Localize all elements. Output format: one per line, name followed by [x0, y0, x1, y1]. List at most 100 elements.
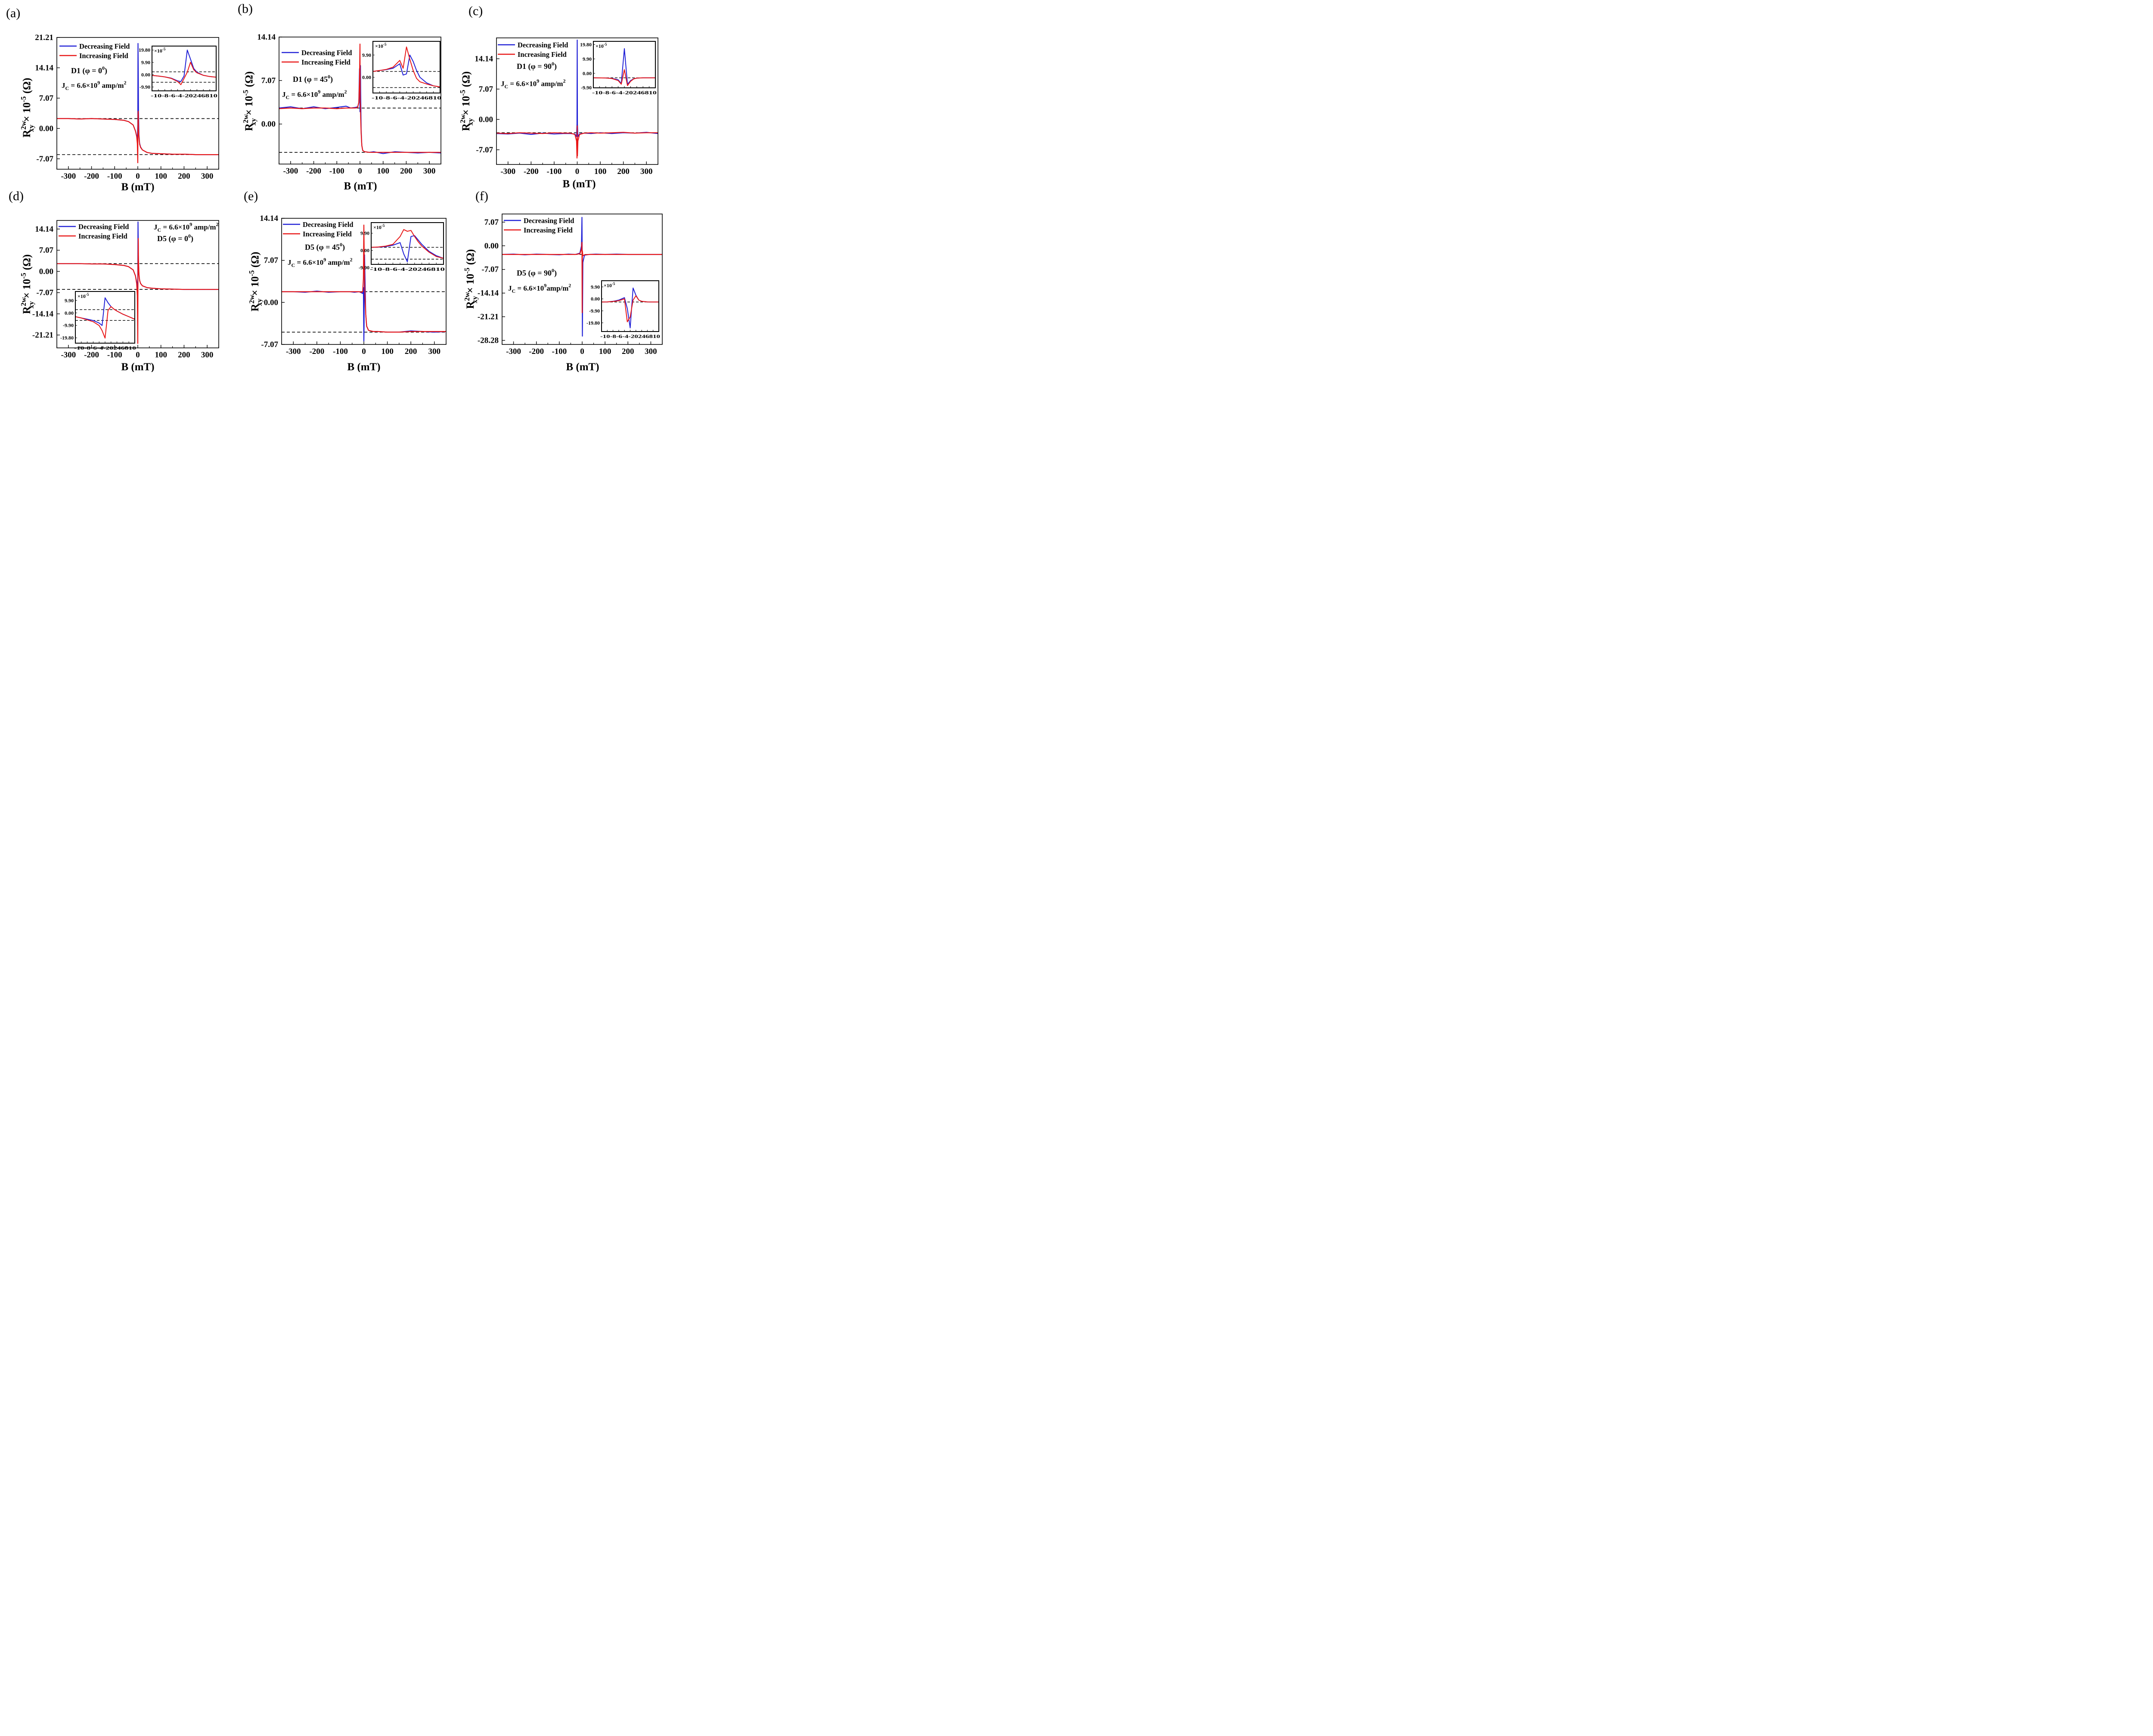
y-tick-label: -7.07	[36, 288, 53, 298]
inset-y-tick-label: 19.80	[139, 47, 150, 53]
jc-unit: amp/m	[320, 90, 344, 99]
inset-series-group	[593, 48, 655, 86]
inset-exp-sup: -5	[86, 292, 89, 297]
ylabel-sup: 2w	[463, 292, 471, 301]
series-group	[57, 221, 219, 344]
inset-chart: -10-8-6-4-20246810-9.90 0.00 9.90 19.80 ×10-…	[580, 41, 657, 96]
device-text: D5 (φ = 90	[517, 269, 552, 278]
inset-y-tick-label: -9.90	[359, 265, 369, 271]
device-degree: 0	[340, 242, 342, 248]
device-annotation: D1 (φ = 900)	[517, 61, 557, 71]
y-tick-label: -21.21	[478, 313, 499, 322]
y-axis-label: R2wxy × 10-5 (Ω)	[19, 78, 35, 138]
inset-exp-base: ×10	[604, 282, 612, 288]
inset-y-tick-label: 9.90	[65, 298, 74, 304]
inset-y-tick-label: -9.90	[140, 84, 150, 90]
x-tick-label: -100	[329, 167, 344, 176]
ylabel-sub: xy	[255, 298, 264, 306]
y-tick-label: 0.00	[479, 115, 493, 124]
y-tick-label: -7.07	[481, 265, 499, 274]
device-close: )	[342, 243, 345, 252]
x-tick-label: -300	[506, 347, 521, 356]
device-annotation: D5 (φ = 00)	[157, 233, 193, 243]
ylabel-mult: × 10	[21, 279, 33, 301]
jc-unit: amp/m	[326, 258, 350, 267]
x-tick-label: -200	[524, 167, 539, 176]
inset-chart: -10-8-6-4-20246810-9.90 0.00 9.90 ×10-5	[359, 222, 445, 272]
chart-panel-e: (e) -300 -200 -100 0 100 200 300 -7.07 0.00 7.07 14…	[244, 189, 447, 372]
device-close: )	[191, 234, 193, 243]
ylabel-sup: 2w	[242, 114, 250, 124]
device-close: )	[105, 66, 107, 75]
y-tick-label: -28.28	[478, 336, 499, 345]
x-tick-label: 300	[428, 347, 441, 356]
current-density-annotation: JC = 6.6×109 amp/m2	[288, 257, 353, 268]
inset-series-decreasing	[371, 235, 444, 262]
x-tick-label: 300	[201, 172, 214, 181]
ylabel-exp: -5	[19, 273, 28, 279]
y-axis-label: R2wxy × 10-5 (Ω)	[248, 252, 264, 312]
inset-background	[371, 223, 444, 264]
jc-unit-exp: 2	[568, 282, 571, 288]
x-tick-label: 0	[362, 347, 366, 356]
inset-y-tick-label: 9.90	[591, 284, 600, 290]
inset-y-tick-label: 0.00	[65, 310, 74, 316]
inset-y-tick-label: -9.90	[589, 308, 600, 314]
inset-x-tick-labels: -10-8-6-4-20246810	[600, 333, 660, 339]
device-close: )	[554, 269, 557, 278]
x-tick-label: 300	[645, 347, 657, 356]
x-tick-label: 100	[377, 167, 389, 176]
inset-y-tick-label: 0.00	[141, 71, 150, 78]
x-tick-label: 100	[381, 347, 394, 356]
x-tick-label: 200	[405, 347, 417, 356]
inset-chart: -10-8-6-4-20246810 -19.80 -9.90 0.00 9.90 ×10…	[586, 280, 660, 339]
jc-exp: 9	[97, 80, 100, 86]
inset-y-tick-label: 19.80	[580, 41, 592, 47]
ylabel-mult: × 10	[460, 96, 472, 118]
x-tick-label: -300	[286, 347, 301, 356]
y-tick-label: 0.00	[39, 124, 53, 133]
inset-series-increasing	[75, 306, 135, 339]
ylabel-main: R	[243, 123, 255, 131]
x-axis-label: B (mT)	[562, 178, 596, 190]
jc-sub: C	[505, 84, 509, 90]
inset-series-group	[373, 46, 440, 87]
jc-sub: C	[65, 85, 69, 91]
jc-unit-exp: 2	[350, 257, 353, 263]
panel-label: (d)	[9, 189, 24, 203]
legend-label: Increasing Field	[301, 58, 351, 66]
y-tick-label: -14.14	[32, 310, 54, 319]
current-density-annotation: JC = 6.6×109amp/m2	[508, 282, 571, 294]
x-tick-label: 0	[136, 350, 140, 360]
x-tick-label: 0	[575, 167, 580, 176]
jc-mid: = 6.6×10	[295, 258, 323, 267]
device-degree: 0	[188, 233, 191, 239]
inset-exp-sup: -5	[612, 282, 615, 286]
device-close: )	[554, 62, 557, 71]
x-axis-label: B (mT)	[347, 361, 380, 372]
legend-label: Decreasing Field	[301, 49, 352, 57]
y-tick-label: 0.00	[261, 120, 276, 129]
x-tick-label: 300	[201, 350, 214, 360]
series-increasing-field	[57, 111, 219, 164]
ylabel-sub: xy	[249, 118, 257, 126]
jc-unit-exp: 2	[563, 78, 566, 84]
panel-label: (e)	[244, 189, 258, 203]
chart-panel-b: (b) -300 -200 -100 0 100 200 300 0.00 7.07 14.14 B …	[238, 2, 441, 192]
x-tick-label: 300	[423, 167, 436, 176]
current-density-annotation: JC = 6.6×109 amp/m2	[282, 89, 347, 100]
y-tick-label: 0.00	[39, 267, 53, 276]
y-tick-label: 14.14	[257, 33, 276, 42]
jc-exp: 9	[318, 89, 320, 95]
ylabel-unit: (Ω)	[21, 254, 33, 273]
device-text: D1 (φ = 0	[71, 66, 102, 75]
jc-mid: = 6.6×10	[508, 80, 537, 88]
legend-label: Increasing Field	[303, 230, 352, 238]
jc-unit: amp/m	[539, 80, 563, 88]
x-axis-label: B (mT)	[121, 361, 154, 372]
inset-series-increasing	[602, 295, 659, 322]
chart-panel-a: (a) -300 -200 -100 0 100 200 300 -7.07 0.00 7.07 14…	[6, 6, 219, 193]
panel-label: (f)	[475, 189, 488, 203]
y-tick-label: 0.00	[264, 298, 278, 307]
x-tick-label: 200	[617, 167, 630, 176]
